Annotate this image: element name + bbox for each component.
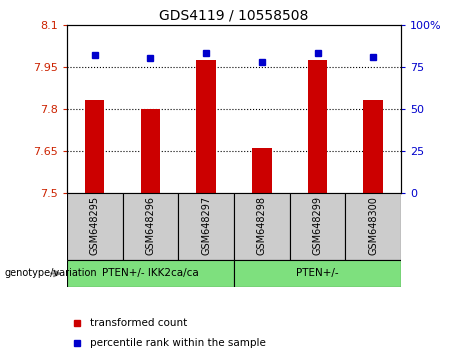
Bar <box>85 101 105 193</box>
Bar <box>178 193 234 260</box>
Title: GDS4119 / 10558508: GDS4119 / 10558508 <box>159 8 309 22</box>
Text: GSM648297: GSM648297 <box>201 196 211 256</box>
Text: PTEN+/- IKK2ca/ca: PTEN+/- IKK2ca/ca <box>102 268 199 279</box>
Bar <box>67 260 234 287</box>
Text: GSM648296: GSM648296 <box>145 196 155 255</box>
Text: transformed count: transformed count <box>90 318 188 329</box>
Bar <box>196 60 216 193</box>
Bar <box>290 193 345 260</box>
Bar <box>308 60 327 193</box>
Text: percentile rank within the sample: percentile rank within the sample <box>90 338 266 348</box>
Bar <box>234 193 290 260</box>
Bar <box>252 148 272 193</box>
Bar <box>363 101 383 193</box>
Bar <box>123 193 178 260</box>
Text: genotype/variation: genotype/variation <box>5 268 97 279</box>
Bar <box>67 193 123 260</box>
Text: GSM648295: GSM648295 <box>90 196 100 256</box>
Text: GSM648299: GSM648299 <box>313 196 323 255</box>
Text: GSM648300: GSM648300 <box>368 196 378 255</box>
Bar <box>345 193 401 260</box>
Text: GSM648298: GSM648298 <box>257 196 267 255</box>
Bar <box>234 260 401 287</box>
Bar <box>141 109 160 193</box>
Text: PTEN+/-: PTEN+/- <box>296 268 339 279</box>
